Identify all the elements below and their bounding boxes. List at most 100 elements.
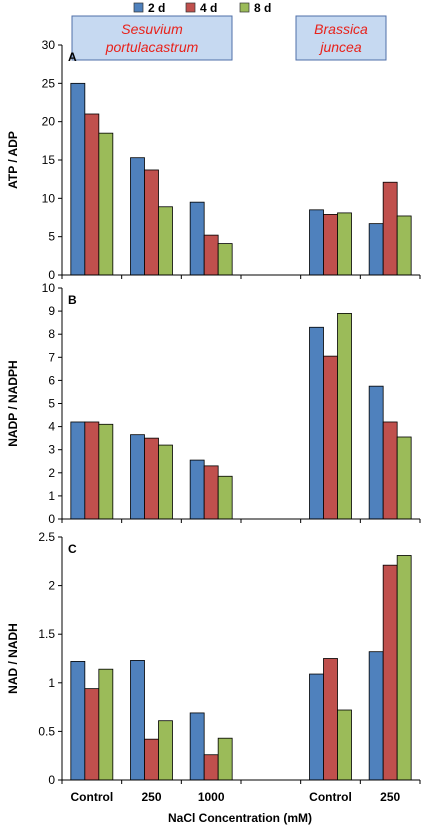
bar <box>70 421 86 520</box>
bar <box>368 651 384 781</box>
bar <box>144 738 159 781</box>
species-box <box>71 15 233 61</box>
bar <box>396 555 412 781</box>
bar <box>144 437 159 520</box>
bar <box>189 712 205 781</box>
bar <box>70 82 86 276</box>
y-axis-label: NAD / NADH <box>6 623 20 694</box>
y-tick-label: 0.5 <box>38 724 55 738</box>
y-axis-label: ATP / ADP <box>6 131 20 189</box>
y-tick-label: 0 <box>48 268 55 282</box>
y-tick-label: 4 <box>48 420 55 434</box>
bar <box>98 423 114 520</box>
y-tick-label: 2.5 <box>38 530 55 544</box>
bar <box>337 212 352 276</box>
y-tick-label: 7 <box>48 350 55 364</box>
bar <box>217 243 233 276</box>
y-tick-label: 15 <box>42 153 56 167</box>
x-tick-label: 250 <box>141 790 161 804</box>
bar <box>130 434 145 520</box>
y-tick-label: 1 <box>48 489 55 503</box>
x-tick-label: Control <box>71 790 114 804</box>
bar <box>396 436 412 520</box>
bar <box>158 444 173 520</box>
y-tick-label: 5 <box>48 397 55 411</box>
species-name-line: Sesuvium <box>121 21 183 37</box>
bar <box>309 326 324 520</box>
y-tick-label: 5 <box>48 230 55 244</box>
bar <box>217 737 233 781</box>
y-tick-label: 6 <box>48 373 55 387</box>
legend-label: 2 d <box>148 1 165 15</box>
y-axis-label: NADP / NADPH <box>6 360 20 446</box>
species-box <box>295 15 387 61</box>
y-tick-label: 2 <box>48 579 55 593</box>
y-tick-label: 10 <box>42 281 56 295</box>
y-tick-label: 20 <box>42 115 56 129</box>
y-tick-label: 2 <box>48 466 55 480</box>
y-tick-label: 8 <box>48 327 55 341</box>
bar <box>144 169 159 276</box>
bar <box>70 661 86 781</box>
bar <box>337 709 352 781</box>
bar <box>98 132 114 276</box>
bar <box>368 223 384 276</box>
x-tick-label: Control <box>309 790 352 804</box>
bar <box>84 688 100 781</box>
bar <box>323 214 338 276</box>
panel-letter: B <box>68 293 77 307</box>
legend-swatch <box>185 2 196 13</box>
x-axis: Control 250 1000 Control 250 NaCl Concentrati… <box>71 790 401 825</box>
bar <box>189 459 205 520</box>
species-name-line: juncea <box>318 39 361 55</box>
y-tick-label: 30 <box>42 38 56 52</box>
bar <box>158 720 173 781</box>
y-tick-label: 25 <box>42 76 56 90</box>
panel-letter: A <box>68 50 77 64</box>
y-tick-label: 9 <box>48 304 55 318</box>
bar <box>203 465 219 520</box>
y-tick-label: 1 <box>48 676 55 690</box>
bar <box>382 181 398 276</box>
bar <box>396 215 412 276</box>
y-tick-label: 10 <box>42 191 56 205</box>
legend-swatch <box>239 2 250 13</box>
bar <box>337 313 352 520</box>
legend-label: 4 d <box>200 1 217 15</box>
bar <box>158 206 173 276</box>
bar <box>203 754 219 781</box>
y-tick-label: 0 <box>48 773 55 787</box>
x-tick-label: 250 <box>380 790 400 804</box>
legend-swatch <box>133 2 144 13</box>
legend: 2 d 4 d 8 d <box>133 1 271 15</box>
legend-label: 8 d <box>254 1 271 15</box>
panel-A: 0 5 10 15 20 25 30 A ATP / ADP <box>6 38 421 282</box>
bar <box>130 157 145 276</box>
bar <box>368 385 384 520</box>
bar <box>323 355 338 520</box>
panel-B: 0 1 2 3 4 5 6 7 8 9 10 B NADP / NADPH <box>6 281 421 526</box>
y-tick-label: 1.5 <box>38 627 55 641</box>
bar <box>98 668 114 781</box>
x-tick-label: 1000 <box>198 790 225 804</box>
species-name-line: portulacastrum <box>105 39 199 55</box>
bar <box>323 658 338 781</box>
bar <box>309 673 324 781</box>
panel-C: 0 0.5 1 1.5 2 2.5 C NAD / NADH <box>6 530 421 787</box>
bar <box>309 209 324 276</box>
bar <box>382 421 398 520</box>
y-tick-label: 3 <box>48 443 55 457</box>
bar <box>189 201 205 276</box>
bar <box>217 475 233 520</box>
species-name-line: Brassica <box>314 21 368 37</box>
panel-letter: C <box>68 542 77 556</box>
species-headers: Sesuvium portulacastrum Brassica juncea <box>71 15 387 61</box>
y-tick-label: 0 <box>48 512 55 526</box>
bar <box>84 421 100 520</box>
bar <box>203 234 219 276</box>
bar <box>130 660 145 781</box>
x-axis-title: NaCl Concentration (mM) <box>168 811 312 825</box>
bar <box>84 113 100 276</box>
